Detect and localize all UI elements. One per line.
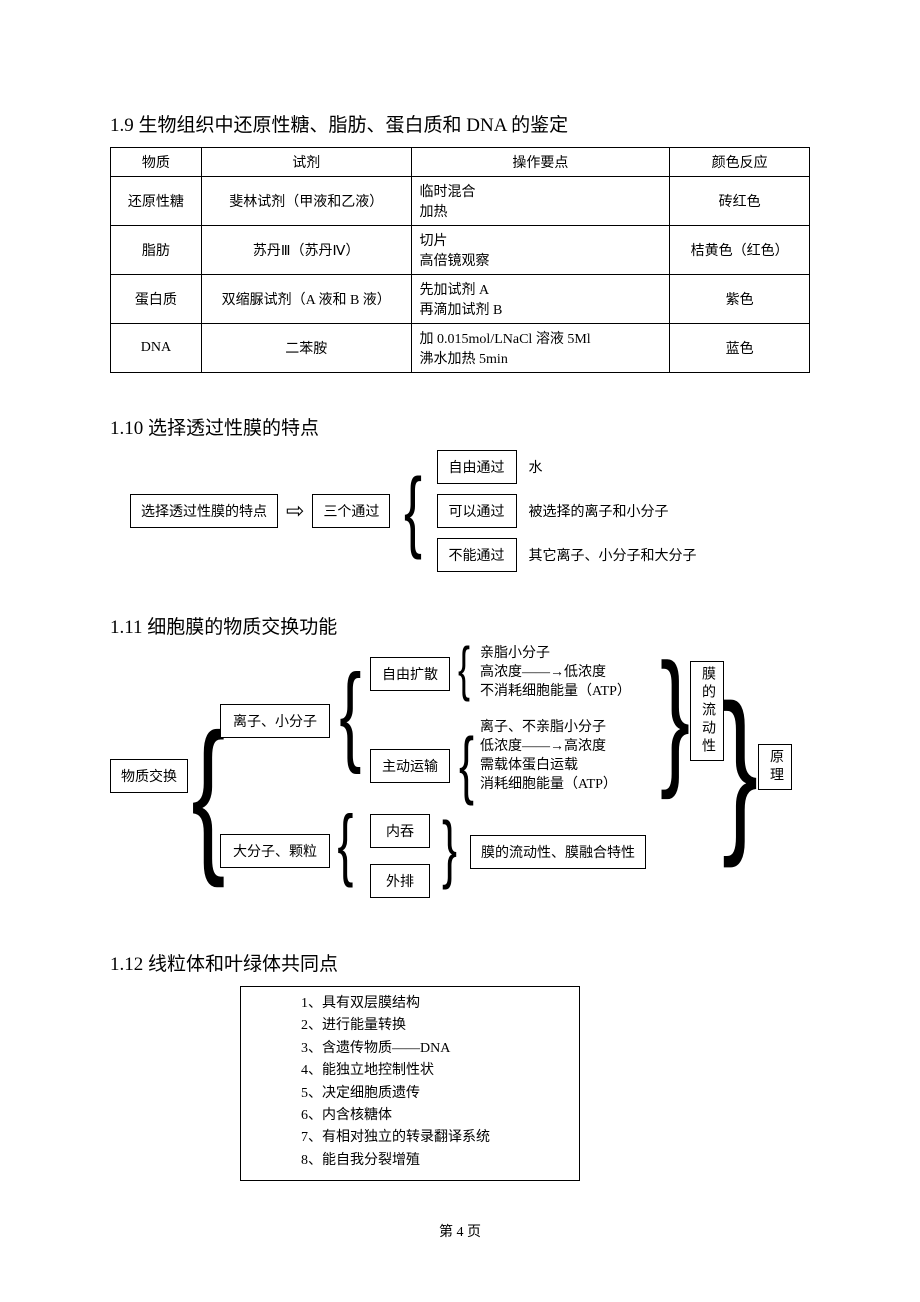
list-item: 4、能独立地控制性状 [301, 1060, 539, 1082]
box-root: 选择透过性膜的特点 [130, 494, 278, 528]
table-row: 脂肪苏丹Ⅲ（苏丹Ⅳ）切片 高倍镜观察桔黄色（红色） [111, 226, 810, 275]
branch-box: 自由通过 [437, 450, 517, 484]
table-header-row: 物质 试剂 操作要点 颜色反应 [111, 148, 810, 177]
table-cell: 临时混合 加热 [411, 177, 670, 226]
box-mid: 三个通过 [312, 494, 390, 528]
table-cell: 切片 高倍镜观察 [411, 226, 670, 275]
brace-icon: { [458, 639, 470, 699]
table-1-9: 物质 试剂 操作要点 颜色反应 还原性糖斐林试剂（甲液和乙液）临时混合 加热砖红… [110, 147, 810, 373]
branch-desc: 其它离子、小分子和大分子 [529, 545, 697, 565]
branch-box: 不能通过 [437, 538, 517, 572]
box-endocytosis: 内吞 [370, 814, 430, 848]
branch-item: 自由通过水 [437, 450, 697, 484]
box-ions: 离子、小分子 [220, 704, 330, 738]
list-box-1-12: 1、具有双层膜结构2、进行能量转换3、含遗传物质——DNA4、能独立地控制性状5… [240, 986, 580, 1181]
table-cell: 桔黄色（红色） [670, 226, 810, 275]
branch-desc: 被选择的离子和小分子 [529, 501, 669, 521]
table-cell: 砖红色 [670, 177, 810, 226]
text-no-atp: 不消耗细胞能量（ATP） [480, 683, 631, 702]
brace-icon: { [459, 727, 474, 802]
table-cell: 加 0.015mol/LNaCl 溶液 5Ml 沸水加热 5min [411, 324, 670, 373]
box-active-transport: 主动运输 [370, 749, 450, 783]
box-exocytosis: 外排 [370, 864, 430, 898]
heading-1-12: 1.12 线粒体和叶绿体共同点 [110, 949, 810, 976]
text-ions-nonlipo: 离子、不亲脂小分子 [480, 719, 617, 738]
brace-icon: { [339, 659, 361, 769]
list-item: 7、有相对独立的转录翻译系统 [301, 1127, 539, 1149]
text-carrier: 需载体蛋白运载 [480, 757, 617, 776]
brace-icon: } [660, 641, 690, 791]
table-cell: 还原性糖 [111, 177, 202, 226]
table-cell: 斐林试剂（甲液和乙液） [201, 177, 411, 226]
th-color: 颜色反应 [670, 148, 810, 177]
text-low-to-high: 低浓度——→高浓度 [480, 738, 617, 757]
brace-icon: } [442, 811, 457, 886]
branch-item: 不能通过其它离子、小分子和大分子 [437, 538, 697, 572]
box-membrane-fluidity: 膜的流动性 [690, 661, 724, 761]
section-1-12: 1.12 线粒体和叶绿体共同点 1、具有双层膜结构2、进行能量转换3、含遗传物质… [110, 949, 810, 1181]
table-cell: 先加试剂 A 再滴加试剂 B [411, 275, 670, 324]
section-1-10: 1.10 选择透过性膜的特点 选择透过性膜的特点 ⇨ 三个通过 { 自由通过水可… [110, 413, 810, 572]
list-item: 6、内含核糖体 [301, 1105, 539, 1127]
table-cell: 苏丹Ⅲ（苏丹Ⅳ） [201, 226, 411, 275]
table-cell: DNA [111, 324, 202, 373]
table-cell: 蛋白质 [111, 275, 202, 324]
table-row: 蛋白质双缩脲试剂（A 液和 B 液）先加试剂 A 再滴加试剂 B紫色 [111, 275, 810, 324]
th-reagent: 试剂 [201, 148, 411, 177]
brace-icon: { [337, 804, 353, 884]
text-high-to-low: 高浓度——→低浓度 [480, 664, 631, 683]
table-row: DNA二苯胺加 0.015mol/LNaCl 溶液 5Ml 沸水加热 5min蓝… [111, 324, 810, 373]
list-item: 3、含遗传物质——DNA [301, 1038, 539, 1060]
branch-item: 可以通过被选择的离子和小分子 [437, 494, 697, 528]
text-lipophilic: 亲脂小分子 [480, 645, 631, 664]
box-principle: 原理 [758, 744, 792, 790]
th-operation: 操作要点 [411, 148, 670, 177]
table-cell: 双缩脲试剂（A 液和 B 液） [201, 275, 411, 324]
table-row: 还原性糖斐林试剂（甲液和乙液）临时混合 加热砖红色 [111, 177, 810, 226]
table-cell: 紫色 [670, 275, 810, 324]
diagram-1-11: 物质交换 { 离子、小分子 大分子、颗粒 { { 自由扩散 主动运输 内吞 外排… [110, 649, 810, 909]
list-item: 2、进行能量转换 [301, 1015, 539, 1037]
heading-1-10: 1.10 选择透过性膜的特点 [110, 413, 810, 440]
arrow-icon: ⇨ [286, 500, 304, 522]
box-fluidity-fusion: 膜的流动性、膜融合特性 [470, 835, 646, 869]
table-cell: 脂肪 [111, 226, 202, 275]
th-substance: 物质 [111, 148, 202, 177]
box-free-diffusion: 自由扩散 [370, 657, 450, 691]
page-footer: 第 4 页 [110, 1221, 810, 1241]
text-atp: 消耗细胞能量（ATP） [480, 776, 617, 795]
heading-1-9: 1.9 生物组织中还原性糖、脂肪、蛋白质和 DNA 的鉴定 [110, 110, 810, 137]
branch-desc: 水 [529, 457, 543, 477]
branch-box: 可以通过 [437, 494, 517, 528]
section-1-9: 1.9 生物组织中还原性糖、脂肪、蛋白质和 DNA 的鉴定 物质 试剂 操作要点… [110, 110, 810, 373]
box-macro: 大分子、颗粒 [220, 834, 330, 868]
section-1-11: 1.11 细胞膜的物质交换功能 物质交换 { 离子、小分子 大分子、颗粒 { {… [110, 612, 810, 909]
list-item: 1、具有双层膜结构 [301, 993, 539, 1015]
branch-column: 自由通过水可以通过被选择的离子和小分子不能通过其它离子、小分子和大分子 [437, 450, 697, 572]
brace-icon: } [722, 679, 758, 859]
brace-icon: { [404, 471, 422, 552]
table-cell: 二苯胺 [201, 324, 411, 373]
list-item: 5、决定细胞质遗传 [301, 1083, 539, 1105]
box-root-111: 物质交换 [110, 759, 188, 793]
list-item: 8、能自我分裂增殖 [301, 1150, 539, 1172]
table-cell: 蓝色 [670, 324, 810, 373]
diagram-1-10: 选择透过性膜的特点 ⇨ 三个通过 { 自由通过水可以通过被选择的离子和小分子不能… [130, 450, 810, 572]
